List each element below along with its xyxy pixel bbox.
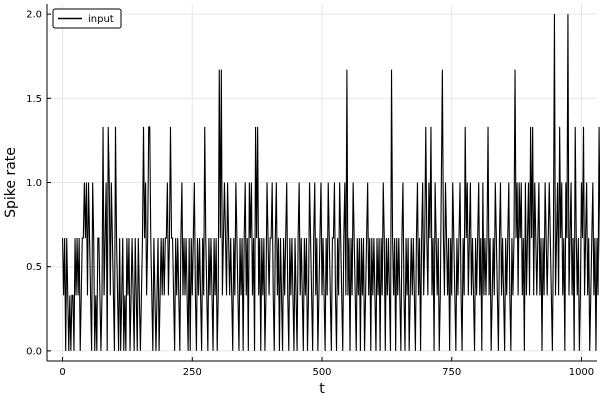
y-ticks: 0.0 0.5 1.0 1.5 2.0 bbox=[26, 10, 51, 357]
series-layer bbox=[62, 14, 600, 351]
x-axis-label: t bbox=[319, 381, 325, 397]
legend-label-input: input bbox=[88, 14, 114, 25]
y-axis-label: Spike rate bbox=[3, 147, 19, 218]
series-line-input bbox=[62, 14, 600, 351]
x-tick-label: 750 bbox=[442, 367, 461, 378]
y-tick-label: 2.0 bbox=[26, 10, 42, 21]
y-tick-label: 0.0 bbox=[26, 346, 42, 357]
y-tick-label: 1.5 bbox=[26, 94, 42, 105]
x-tick-label: 500 bbox=[312, 367, 331, 378]
x-tick-label: 250 bbox=[183, 367, 202, 378]
x-ticks: 0 250 500 750 1000 bbox=[59, 357, 594, 378]
y-tick-label: 0.5 bbox=[26, 262, 42, 273]
legend-box bbox=[52, 8, 122, 29]
x-tick-label: 0 bbox=[59, 367, 65, 378]
legend: input bbox=[52, 8, 122, 29]
x-tick-label: 1000 bbox=[569, 367, 594, 378]
y-tick-label: 1.0 bbox=[26, 178, 42, 189]
